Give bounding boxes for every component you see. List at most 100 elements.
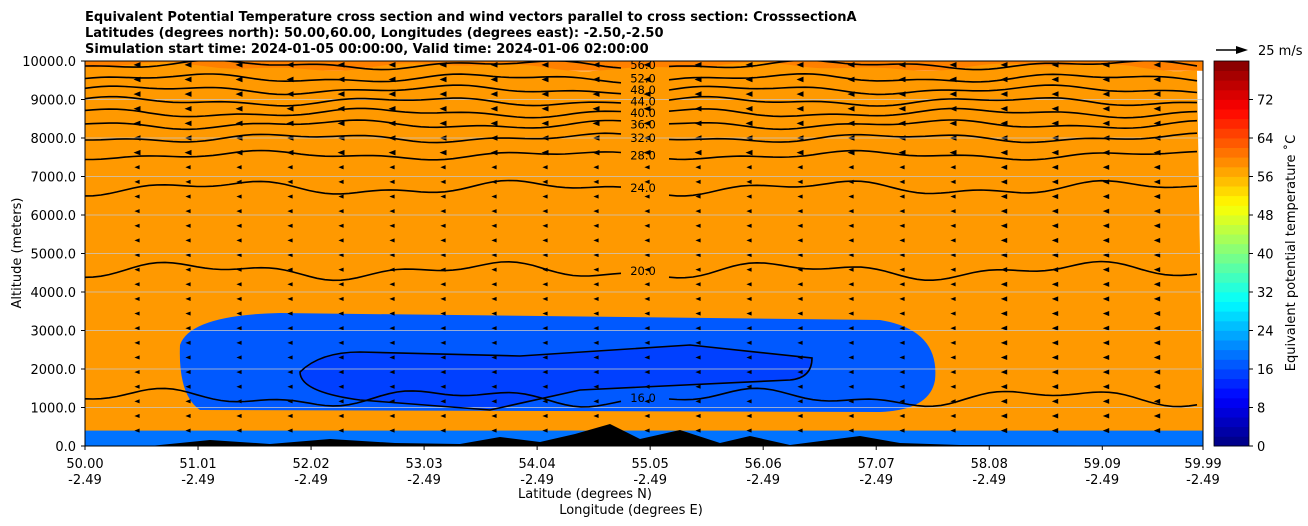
wind-vector: [185, 267, 191, 272]
wind-vector: [746, 326, 752, 331]
wind-vector: [1051, 208, 1059, 214]
colorbar-band: [1214, 378, 1249, 389]
wind-vector: [541, 120, 549, 127]
wind-vector: [644, 296, 650, 302]
wind-vector: [338, 413, 344, 419]
wind-vector: [695, 238, 701, 243]
wind-vector: [694, 91, 702, 97]
wind-vector: [1051, 91, 1059, 97]
wind-vector: [1153, 384, 1161, 390]
wind-vector: [695, 413, 701, 419]
wind-vector: [491, 296, 497, 302]
contour-lines: 56.052.048.044.040.036.032.0 28.0 24.0 20.0…: [85, 58, 1198, 411]
wind-vector: [1102, 193, 1110, 200]
wind-vector: [491, 326, 497, 331]
wind-vector: [134, 209, 140, 214]
wind-vector: [236, 413, 242, 419]
contour-label: 48.0: [630, 83, 656, 97]
wind-vector: [1051, 149, 1059, 156]
wind-vector: [949, 91, 957, 97]
wind-vector: [644, 267, 650, 272]
y-tick-label: 2000.0: [31, 363, 77, 378]
wind-vector: [899, 209, 905, 214]
wind-vector: [389, 223, 395, 228]
wind-vector: [695, 267, 701, 272]
colorbar-band: [1214, 147, 1249, 158]
wind-vector: [338, 340, 344, 345]
wind-vector: [1102, 296, 1110, 302]
wind-vector: [746, 282, 752, 287]
wind-vector: [287, 311, 293, 316]
y-tick-label: 6000.0: [31, 209, 77, 224]
wind-vector: [1000, 105, 1008, 112]
contour-label: 16.0: [630, 391, 656, 405]
wind-vector: [746, 311, 752, 316]
contour-line: [85, 149, 1198, 161]
wind-vector: [593, 252, 599, 258]
wind-vector: [950, 428, 956, 433]
wind-vector: [440, 296, 446, 302]
wind-vector: [1051, 354, 1059, 361]
wind-vector: [491, 370, 497, 375]
wind-vector: [797, 340, 803, 345]
wind-vector: [695, 209, 701, 214]
wind-vector: [1153, 91, 1161, 97]
wind-vector: [593, 311, 599, 316]
colorbar-ticks: 0 8 16 24 32 40 48 56 64 72: [1249, 94, 1274, 455]
plot-area: 56.052.048.044.040.036.032.0 28.0 24.0 20.0…: [85, 58, 1203, 446]
wind-vector: [133, 62, 141, 68]
colorbar-band: [1214, 292, 1249, 302]
wind-vector: [695, 384, 701, 389]
wind-vector: [1153, 428, 1161, 434]
wind-vector: [338, 165, 344, 170]
wind-vector: [389, 296, 395, 302]
wind-vector: [491, 209, 497, 214]
wind-vector: [695, 370, 701, 375]
x-tick-label-lat: 51.01: [179, 457, 216, 472]
wind-vector: [541, 105, 549, 112]
x-tick-label-lat: 54.04: [519, 457, 556, 472]
wind-vector: [541, 62, 549, 68]
wind-vector: [389, 209, 395, 214]
wind-key-label: 25 m/s: [1258, 44, 1303, 59]
wind-vector: [848, 223, 854, 228]
wind-vector: [491, 311, 497, 316]
wind-vector: [440, 252, 446, 258]
wind-vector: [1102, 325, 1110, 331]
wind-vector: [695, 282, 701, 287]
x-tick-label-lon: -2.49: [181, 473, 215, 488]
wind-vector: [593, 370, 599, 375]
colorbar-band: [1214, 109, 1249, 120]
wind-vector: [644, 413, 650, 419]
colorbar-tick-label: 64: [1257, 132, 1274, 147]
wind-vector: [593, 179, 599, 184]
wind-vector: [950, 326, 956, 331]
wind-vector: [542, 340, 548, 345]
wind-vector: [236, 282, 242, 287]
wind-vector: [898, 149, 906, 156]
wind-vector: [950, 296, 956, 302]
wind-vector: [133, 105, 141, 112]
colorbar-band: [1214, 407, 1249, 418]
wind-vector: [1000, 428, 1008, 434]
x-tick-label-lon: -2.49: [972, 473, 1006, 488]
contour-label: 56.0: [630, 58, 656, 72]
wind-vector: [899, 370, 905, 375]
wind-vector: [1051, 120, 1059, 127]
wind-vector: [1153, 76, 1161, 83]
wind-vector: [746, 340, 752, 345]
wind-vector: [287, 165, 293, 170]
wind-vector: [184, 120, 192, 127]
title-line-1: Equivalent Potential Temperature cross s…: [85, 10, 857, 25]
wind-vector: [134, 267, 140, 272]
wind-vector: [236, 428, 242, 433]
wind-vector: [185, 370, 191, 375]
wind-vector: [134, 165, 140, 170]
wind-vector: [236, 209, 242, 214]
colorbar-band: [1214, 301, 1249, 312]
wind-vector: [949, 62, 957, 68]
wind-vector: [848, 296, 854, 302]
wind-vector: [644, 165, 650, 170]
wind-vector: [644, 194, 650, 199]
wind-vector: [389, 384, 395, 389]
